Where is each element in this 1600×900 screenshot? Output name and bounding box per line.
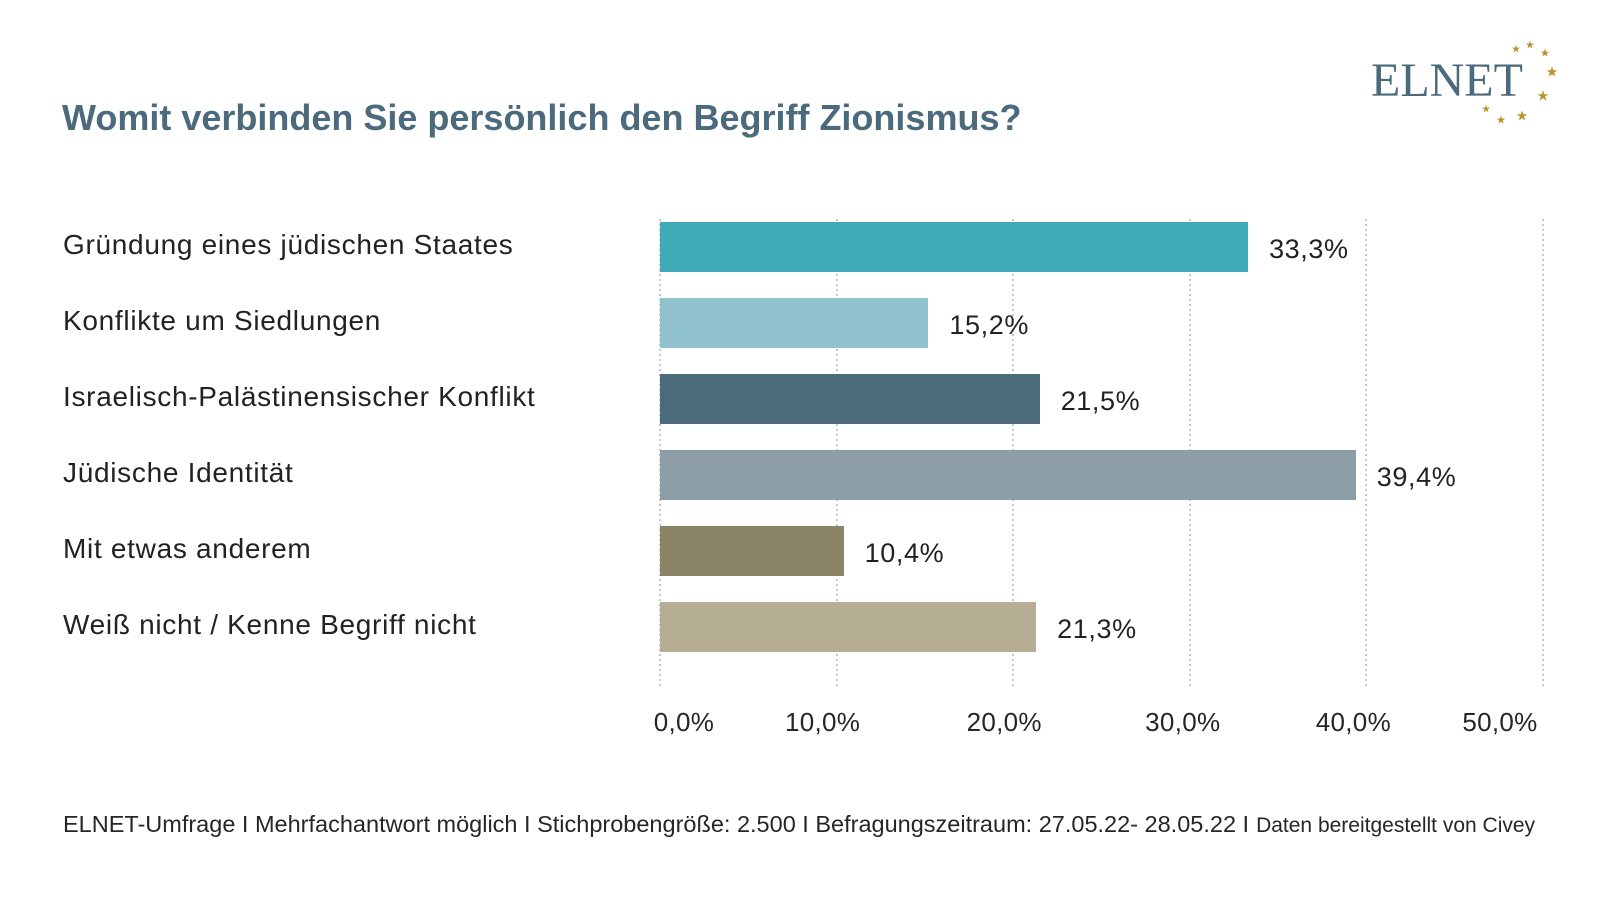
star-icon [1525,40,1535,49]
value-label-juedische-identitaet: 39,4% [1376,461,1457,492]
bar-juedische-identitaet [660,449,1356,500]
category-label-mit-etwas-anderem: Mit etwas anderem [63,532,312,564]
star-icon [1516,110,1528,121]
star-icon [1511,44,1521,53]
star-icon [1537,90,1549,101]
bar-weiss-nicht-kenne-begriff-nicht [660,601,1037,652]
category-label-israelisch-palaestinensischer-konflikt: Israelisch-Palästinensischer Konflikt [63,380,536,412]
value-label-gruendung-eines-juedischen-staates: 33,3% [1269,234,1349,264]
x-axis-tick-label: 40,0% [1315,707,1391,737]
bar-chart: 0,0% 10,0% 20,0% 30,0% 40,0% 50,0% Gründung ei… [63,219,1544,737]
category-label-konflikte-um-siedlungen: Konflikte um Siedlungen [63,304,382,336]
star-icon [1540,48,1550,57]
footer-note: ELNET-Umfrage I Mehrfachantwort möglich … [63,809,1535,841]
value-label-mit-etwas-anderem: 10,4% [864,537,945,568]
x-axis-tick-label: 10,0% [784,707,861,737]
logo-wordmark: ELNET [1371,54,1523,107]
category-label-juedische-identitaet: Jüdische Identität [63,456,294,488]
bar-mit-etwas-anderem [660,525,844,576]
star-icon [1481,104,1491,113]
value-label-konflikte-um-siedlungen: 15,2% [949,309,1029,340]
bar-gruendung-eines-juedischen-staates [660,222,1249,272]
star-icon [1546,66,1558,77]
x-axis-tick-label: 30,0% [1145,707,1221,737]
logo-stars [1481,40,1558,124]
footer-data-source: Daten bereitgestellt von Civey [1256,814,1536,837]
bar-konflikte-um-siedlungen [660,297,929,348]
gridline-50-percent [1542,219,1544,687]
gridline-40-percent [1365,219,1367,687]
footer-survey-info: ELNET-Umfrage I Mehrfachantwort möglich … [63,811,1250,837]
elnet-logo: ELNET [1360,30,1580,140]
value-label-israelisch-palaestinensischer-konflikt: 21,5% [1060,385,1141,416]
category-label-weiss-nicht-kenne-begriff-nicht: Weiß nicht / Kenne Begriff nicht [63,608,477,640]
star-icon [1496,115,1506,124]
category-label-gruendung-eines-juedischen-staates: Gründung eines jüdischen Staates [63,229,514,260]
value-label-weiss-nicht-kenne-begriff-nicht: 21,3% [1057,613,1137,644]
bar-israelisch-palaestinensischer-konflikt [660,373,1040,424]
x-axis-tick-label: 20,0% [966,707,1042,737]
chart-title: Womit verbinden Sie persönlich den Begri… [62,97,1022,138]
x-axis-tick-label: 0,0% [653,707,715,737]
x-axis-tick-label: 50,0% [1462,707,1538,737]
